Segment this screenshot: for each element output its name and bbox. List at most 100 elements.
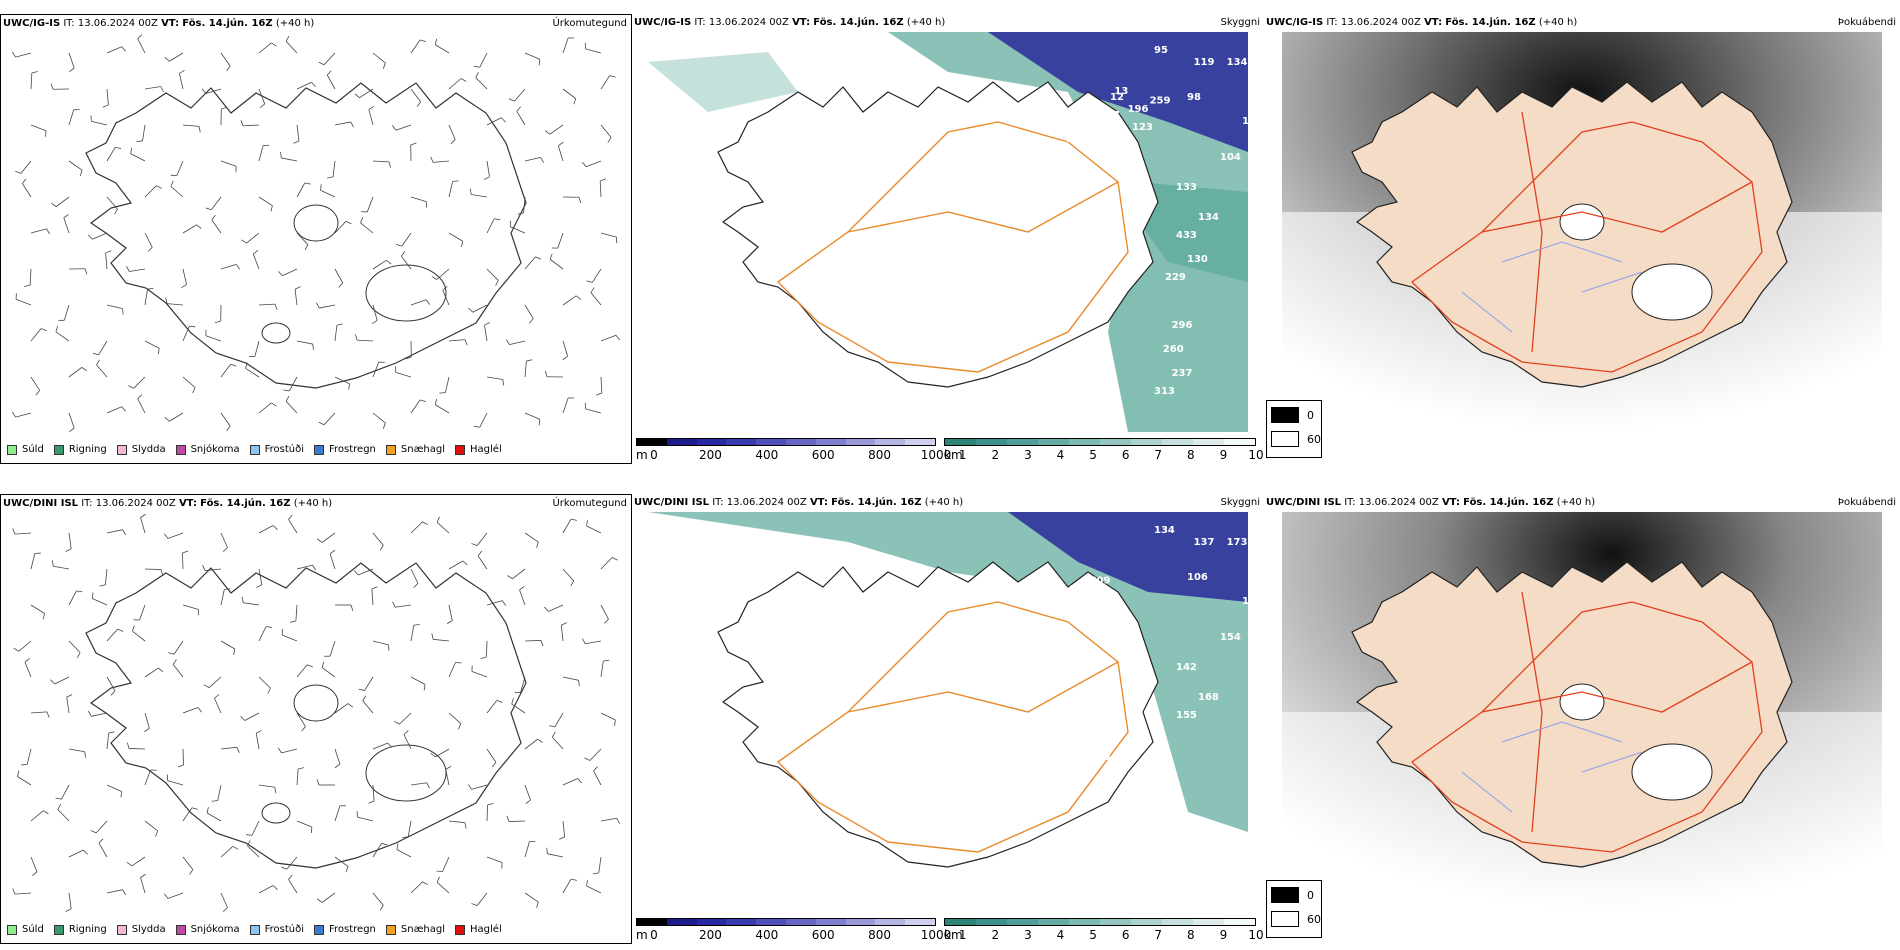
visibility-colorbar-swatches [944, 438, 1256, 446]
panel-precip-type-row1: UWC/IG-IS IT: 13.06.2024 00Z VT: Fös. 14… [0, 14, 632, 464]
dewpoint-legend-item: 0 [1271, 407, 1314, 423]
wind-barbs [12, 513, 620, 912]
colorbar-segment [976, 919, 1007, 925]
glacier-outline [261, 802, 291, 824]
glacier-outline [293, 684, 339, 722]
ceiling-value-label: 134 [1198, 212, 1219, 223]
panel-title: Þokuábendi [1837, 17, 1896, 28]
colorbar-tick: 400 [755, 928, 779, 942]
ceiling-value-label: 229 [1165, 272, 1186, 283]
colorbar-tick: 7 [1154, 448, 1163, 462]
legend-swatch [455, 444, 466, 455]
glacier-outline [261, 322, 291, 344]
colorbar-segment [785, 919, 816, 925]
vt-label: VT: [178, 498, 197, 509]
precip-legend-item: Snjókoma [175, 924, 240, 935]
colorbar-tick: 10 [1248, 928, 1264, 942]
colorbar-tick: 3 [1024, 928, 1032, 942]
colorbar-tick: 0 [650, 448, 658, 462]
iceland-map-outline [11, 34, 621, 433]
colorbar-segment [815, 439, 846, 445]
legend-label: Snjókoma [190, 924, 240, 935]
colorbar-segment [666, 919, 697, 925]
ceiling-value-label: 104 [1220, 152, 1241, 163]
legend-label: Frostregn [329, 444, 376, 455]
colorbar-segment [696, 439, 727, 445]
visibility-ticks: 1 2 3 4 5 6 7 8 9 10 [944, 448, 1264, 464]
colorbar-tick: 600 [811, 928, 835, 942]
colorbar-segment [945, 919, 976, 925]
colorbar-segment [1162, 919, 1193, 925]
ceiling-value-label: 237 [1172, 368, 1193, 379]
ceiling-value-label: 238 [1039, 590, 1060, 601]
ceiling-value-label: 17 [1103, 824, 1117, 835]
iceland-coastline [717, 561, 1159, 868]
it-value: 13.06.2024 00Z [726, 497, 807, 508]
legend-swatch [1271, 431, 1299, 447]
legend-swatch [7, 924, 17, 935]
precip-legend-item: Haglél [455, 924, 502, 935]
panel-header: UWC/IG-IS IT: 13.06.2024 00Z VT: Fös. 14… [3, 17, 627, 31]
ceiling-value-label: 493 [1072, 602, 1093, 613]
ceiling-value-label: 737 [1099, 110, 1120, 121]
ceiling-value-label: 12 [1110, 92, 1124, 103]
colorbar-tick: 5 [1089, 448, 1097, 462]
ceiling-colorbar: m 0 200 400 600 800 1000 [636, 438, 951, 464]
legend-label: Súld [22, 924, 44, 935]
lead-time: (+40 h) [293, 498, 333, 509]
lead-time: (+40 h) [924, 497, 964, 508]
colorbar-segment [1069, 439, 1100, 445]
ceiling-value-label: 119 [1194, 57, 1215, 68]
vt-value: Fös. 14.jún. 16Z [831, 497, 922, 508]
legend-label: 60 [1307, 912, 1321, 926]
colorbar-tick: 4 [1056, 928, 1065, 942]
precip-legend-item: Rigning [53, 444, 107, 455]
run-label: UWC/IG-IS [634, 17, 692, 28]
precip-legend-item: Frostúði [249, 444, 304, 455]
colorbar-tick: 7 [1154, 928, 1163, 942]
ceiling-value-label: 137 [1194, 537, 1215, 548]
vt-value: Fös. 14.jún. 16Z [813, 17, 904, 28]
ceiling-value-label: 296 [1172, 320, 1193, 331]
dewpoint-legend: 0 60 [1266, 880, 1322, 938]
colorbar-segment [845, 439, 876, 445]
panel-header: UWC/IG-IS IT: 13.06.2024 00Z VT: Fös. 14… [634, 16, 1260, 30]
colorbar-segment [1193, 919, 1224, 925]
ceiling-value-label: 168 [1198, 692, 1219, 703]
colorbar-segment [1069, 919, 1100, 925]
iceland-coastline [85, 82, 527, 389]
ceiling-value-label: 142 [1176, 662, 1197, 673]
ceiling-value-label: 433 [1176, 230, 1197, 241]
panel-ceiling-row1: UWC/IG-IS IT: 13.06.2024 00Z VT: Fös. 14… [632, 14, 1264, 464]
colorbar-tick: 1000 [920, 928, 952, 942]
map-precip-type [1, 33, 631, 433]
ceiling-value-label: 134 [1227, 57, 1248, 68]
vt-label: VT: [161, 18, 180, 29]
colorbar-tick: 800 [868, 928, 892, 942]
vt-label: VT: [1424, 17, 1443, 28]
vt-value: Fös. 14.jún. 16Z [1463, 497, 1554, 508]
panel-title: Skyggni [1220, 17, 1260, 28]
colorbar-segment [875, 439, 906, 445]
legend-label: Snæhagl [400, 444, 446, 455]
colorbar-tick: 3 [1024, 448, 1032, 462]
glacier [1559, 203, 1605, 241]
ceiling-value-label: 196 [1128, 104, 1149, 115]
it-label: IT: [63, 18, 75, 29]
colorbar-segment [1162, 439, 1193, 445]
road-network [1410, 111, 1763, 373]
vt-label: VT: [1441, 497, 1460, 508]
legend-label: Frostúði [264, 924, 304, 935]
ceiling-value-label: 98 [1187, 92, 1201, 103]
colorbar-segment [1193, 439, 1224, 445]
glacier-outline [365, 744, 447, 802]
colorbar-tick: 8 [1186, 448, 1195, 462]
colorbar-segment [726, 919, 757, 925]
dewpoint-legend-item: 60 [1271, 431, 1321, 447]
dewpoint-field [1282, 32, 1882, 452]
visibility-unit: km [944, 448, 963, 462]
precip-type-legend: Súld Rigning Slydda Snjókoma Frostúði Frostre… [7, 444, 502, 455]
lead-time: (+40 h) [1556, 497, 1596, 508]
ceiling-value-label: 189 [1127, 734, 1148, 745]
